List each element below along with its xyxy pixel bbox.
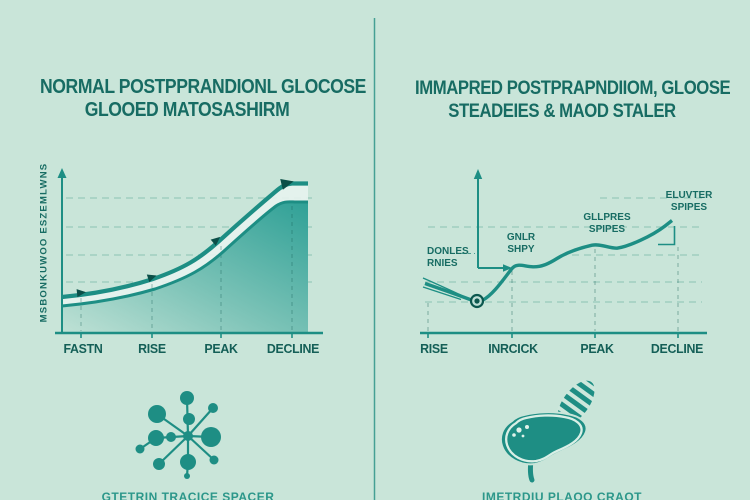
left-x-label-rise: RISE xyxy=(138,341,166,356)
left-chart xyxy=(55,168,323,338)
annotation-spike-label: ELUVTER SPIPES xyxy=(666,190,713,214)
right-x-label-decline: DECLINE xyxy=(650,341,704,356)
pancreas-dots xyxy=(512,425,529,438)
left-y-axis-label: MSBONKUWOO ESZEMLWNS xyxy=(38,162,50,323)
left-x-label-fast: FASTN xyxy=(63,341,103,356)
right-x-label-rise: RISE xyxy=(420,341,448,356)
left-drop-lines xyxy=(80,206,293,331)
annotation-mid-line1: GNLR xyxy=(506,232,536,243)
right-chart xyxy=(420,169,707,338)
left-lower-curve xyxy=(61,200,308,308)
annotation-peak-line1: GLLPRES xyxy=(583,212,631,223)
right-drop-lines xyxy=(427,247,679,331)
right-inner-axis xyxy=(473,169,512,272)
annotation-dip-line2: RNIES xyxy=(427,258,458,269)
right-panel-title-line1: IMMAPRED POSTPRAPNDIIOM, GLOOSE xyxy=(415,78,731,99)
pancreas-inner-contour xyxy=(505,414,583,463)
left-x-label-decline: DECLINE xyxy=(266,341,320,356)
left-caption: GTETRIN TRACICE SPACER xyxy=(101,490,275,500)
left-x-label-peak: PEAK xyxy=(204,341,238,356)
molecule-network-icon xyxy=(135,391,221,479)
left-y-axis-arrow xyxy=(57,168,67,178)
annotation-spike-line2: SPIPES xyxy=(670,202,708,213)
right-x-label-inrcick: INRCICK xyxy=(488,341,538,356)
left-upper-curve xyxy=(61,181,308,300)
left-panel-title-line1: NORMAL POSTPPRANDIONL GLOCOSE xyxy=(40,76,366,98)
annotation-spike-line1: ELUVTER xyxy=(665,190,713,201)
right-axes xyxy=(420,331,707,338)
right-x-label-peak: PEAK xyxy=(580,341,614,356)
left-area-fill xyxy=(62,201,308,333)
annotation-mid-label: GNLR SHPY xyxy=(507,232,535,256)
annotation-dip-label: DONLES RNIES xyxy=(427,246,469,270)
pancreas-icon xyxy=(499,372,604,483)
annotation-dip-line1: DONLES xyxy=(427,246,469,257)
spike-bracket xyxy=(658,226,676,246)
molecule-nodes xyxy=(135,391,221,479)
dip-circle-marker xyxy=(469,293,485,309)
right-gridlines xyxy=(425,197,702,303)
right-panel-title-line2: STEADEIES & MAOD STALER xyxy=(448,101,676,122)
pancreas-body xyxy=(499,411,588,466)
left-band-fill xyxy=(62,183,308,306)
annotation-peak-label: GLLPRES SPIPES xyxy=(583,212,630,236)
left-curve-arrow-markers xyxy=(76,179,294,298)
left-panel-title-line2: GLOOED MATOSASHIRM xyxy=(84,99,290,121)
right-caption: IMETRDIU PLAOO CRAOT xyxy=(482,490,642,500)
annotation-peak-line2: SPIPES xyxy=(588,224,626,235)
annotation-mid-line2: SHPY xyxy=(507,244,535,255)
left-axes xyxy=(55,177,323,338)
